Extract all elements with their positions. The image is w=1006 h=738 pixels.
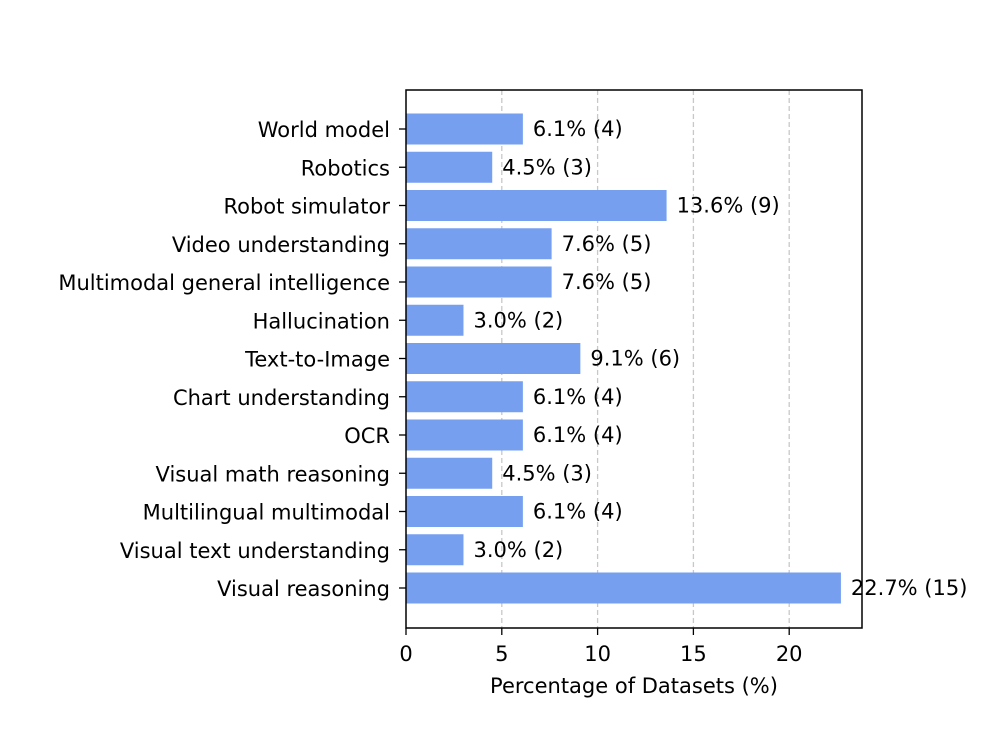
- bar: [406, 457, 493, 489]
- bar: [406, 228, 552, 260]
- bar-value-label: 22.7% (15): [851, 576, 968, 600]
- bar-value-label: 4.5% (3): [502, 461, 592, 485]
- bars: [406, 113, 841, 604]
- y-tick-label: OCR: [344, 424, 390, 448]
- bar-value-label: 7.6% (5): [562, 270, 652, 294]
- bar: [406, 381, 523, 413]
- bar-value-label: 13.6% (9): [677, 194, 780, 218]
- y-tick-label: World model: [258, 118, 390, 142]
- y-tick-label: Robot simulator: [223, 195, 390, 219]
- x-tick-label: 20: [776, 642, 803, 666]
- y-tick-label: Chart understanding: [173, 386, 390, 410]
- bar: [406, 534, 464, 566]
- bar: [406, 266, 552, 298]
- bar-value-label: 6.1% (4): [533, 117, 623, 141]
- bar: [406, 496, 523, 527]
- bar: [406, 419, 523, 451]
- y-tick-label: Robotics: [301, 156, 390, 180]
- x-tick-label: 5: [495, 642, 508, 666]
- bar-value-label: 3.0% (2): [473, 538, 563, 562]
- bar: [406, 113, 523, 145]
- bar: [406, 190, 667, 221]
- x-axis-title: Percentage of Datasets (%): [490, 674, 778, 698]
- y-tick-label: Visual text understanding: [120, 539, 390, 563]
- y-tick-label: Visual reasoning: [217, 577, 390, 601]
- data-labels: 6.1% (4) 4.5% (3) 13.6% (9) 7.6% (5) 7.6% (5…: [473, 117, 967, 600]
- bar-value-label: 4.5% (3): [502, 155, 592, 179]
- x-tick-label: 0: [399, 642, 412, 666]
- y-tick-label: Text-to-Image: [244, 348, 390, 372]
- x-tick-label: 15: [680, 642, 707, 666]
- bar-value-label: 9.1% (6): [590, 347, 680, 371]
- y-axis-ticks: World model Robotics Robot simulator Video …: [58, 118, 406, 601]
- x-tick-label: 10: [584, 642, 611, 666]
- bar: [406, 572, 841, 604]
- bar-value-label: 6.1% (4): [533, 500, 623, 524]
- y-tick-label: Multimodal general intelligence: [58, 271, 390, 295]
- bar: [406, 304, 464, 336]
- bar-value-label: 6.1% (4): [533, 385, 623, 409]
- x-axis-ticks: 0 5 10 15 20: [399, 628, 803, 666]
- y-tick-label: Hallucination: [253, 309, 390, 333]
- bar-value-label: 3.0% (2): [473, 308, 563, 332]
- y-tick-label: Visual math reasoning: [156, 462, 390, 486]
- bar-value-label: 7.6% (5): [562, 232, 652, 256]
- bar-value-label: 6.1% (4): [533, 423, 623, 447]
- bar: [406, 151, 493, 183]
- bar: [406, 343, 581, 374]
- y-tick-label: Video understanding: [172, 233, 390, 257]
- y-tick-label: Multilingual multimodal: [143, 501, 390, 525]
